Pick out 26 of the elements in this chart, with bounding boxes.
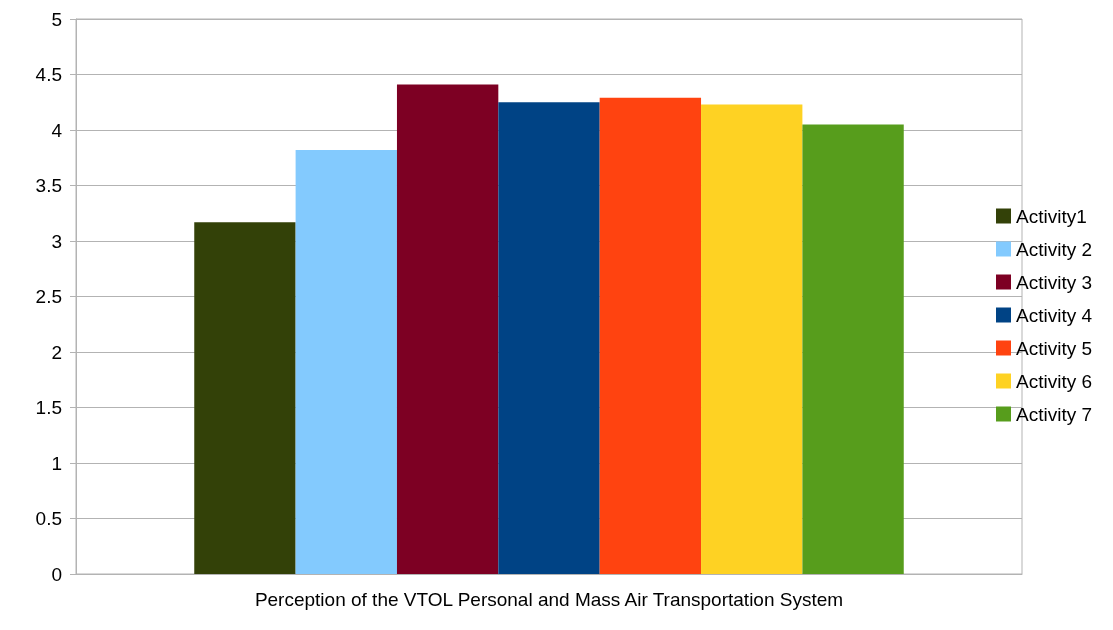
legend-label: Activity 4 [1015,304,1093,326]
legend-label: Activity 5 [1015,337,1093,359]
bar [802,124,904,574]
y-tick-label: 1 [51,452,62,474]
y-tick-label: 1.5 [35,397,62,418]
y-tick-label: 3 [51,230,62,252]
bar [295,149,397,574]
y-tick-label: 3.5 [35,175,62,196]
y-tick-label: 2.5 [35,286,62,307]
bar [701,104,803,574]
legend-label: Activity 2 [1015,238,1093,260]
y-tick-label: 4.5 [35,64,62,85]
bar [194,222,296,574]
y-tick-label: 4 [51,119,63,141]
y-tick-label: 2 [51,341,62,363]
y-tick-label: 0.5 [35,508,62,529]
legend-label: Activity 7 [1015,403,1093,425]
legend-label: Activity 3 [1015,271,1093,293]
legend-label: Activity 6 [1015,370,1093,392]
x-tick-label: Perception of the VTOL Personal and Mass Air Transportation System [254,589,844,610]
y-tick-label: 5 [51,8,62,30]
legend-label: Activity1 [1015,205,1087,227]
y-tick-label: 0 [51,563,62,585]
bar [396,84,499,574]
bar [599,97,702,574]
bar [498,102,600,574]
